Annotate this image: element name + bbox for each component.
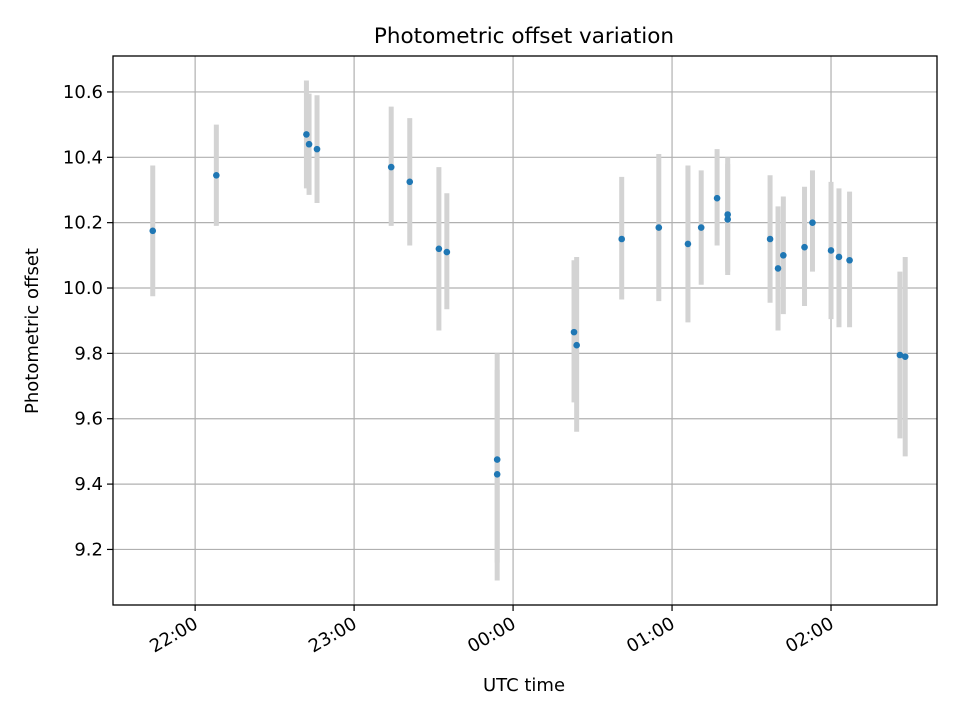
y-tick-label: 10.2 bbox=[63, 213, 103, 234]
x-tick-label: 02:00 bbox=[782, 613, 837, 657]
chart-title: Photometric offset variation bbox=[374, 24, 674, 49]
y-axis-ticks: 9.2 9.4 9.6 9.8 10.0 10.2 10.4 10.6 bbox=[63, 82, 113, 560]
data-point bbox=[303, 131, 310, 138]
data-point bbox=[313, 145, 321, 153]
data-point bbox=[149, 227, 157, 235]
y-tick-label: 10.6 bbox=[63, 82, 103, 103]
data-point bbox=[809, 219, 816, 226]
data-point bbox=[901, 353, 909, 360]
data-point bbox=[827, 247, 835, 254]
y-tick-label: 10.0 bbox=[63, 278, 103, 299]
y-tick-label: 9.6 bbox=[74, 409, 103, 430]
data-point bbox=[570, 328, 578, 336]
x-axis-label: UTC time bbox=[483, 675, 565, 696]
data-point bbox=[305, 140, 313, 148]
data-point bbox=[573, 341, 580, 349]
data-point bbox=[724, 211, 731, 218]
x-axis-ticks: 22:00 23:00 00:00 01:00 02:00 bbox=[146, 605, 838, 657]
y-tick-label: 10.4 bbox=[63, 147, 103, 168]
data-point bbox=[697, 224, 705, 231]
y-axis-label: Photometric offset bbox=[22, 248, 43, 414]
data-point bbox=[213, 171, 220, 179]
data-point bbox=[835, 253, 843, 261]
data-point bbox=[774, 265, 782, 272]
plot-frame bbox=[112, 55, 938, 606]
gridlines bbox=[113, 56, 937, 605]
y-tick-label: 9.2 bbox=[74, 539, 103, 560]
error-bars bbox=[150, 80, 908, 581]
data-point bbox=[766, 235, 774, 243]
x-tick-label: 01:00 bbox=[623, 613, 678, 657]
x-tick-label: 23:00 bbox=[305, 613, 360, 657]
x-tick-label: 22:00 bbox=[146, 613, 201, 657]
data-point bbox=[406, 178, 414, 186]
y-tick-label: 9.4 bbox=[74, 474, 103, 495]
data-point bbox=[443, 248, 451, 256]
data-point bbox=[618, 235, 626, 243]
data-point bbox=[387, 163, 395, 171]
data-point bbox=[896, 351, 904, 359]
data-points bbox=[149, 131, 909, 478]
data-point bbox=[493, 470, 501, 478]
x-tick-label: 00:00 bbox=[464, 613, 519, 657]
data-point bbox=[801, 243, 808, 251]
data-point bbox=[713, 194, 721, 202]
y-tick-label: 9.8 bbox=[74, 343, 103, 364]
data-point bbox=[655, 224, 663, 231]
data-point bbox=[846, 256, 853, 264]
data-point bbox=[684, 240, 692, 248]
data-point bbox=[780, 252, 787, 259]
data-point bbox=[435, 245, 443, 253]
data-point bbox=[724, 216, 731, 223]
data-point bbox=[493, 456, 501, 463]
